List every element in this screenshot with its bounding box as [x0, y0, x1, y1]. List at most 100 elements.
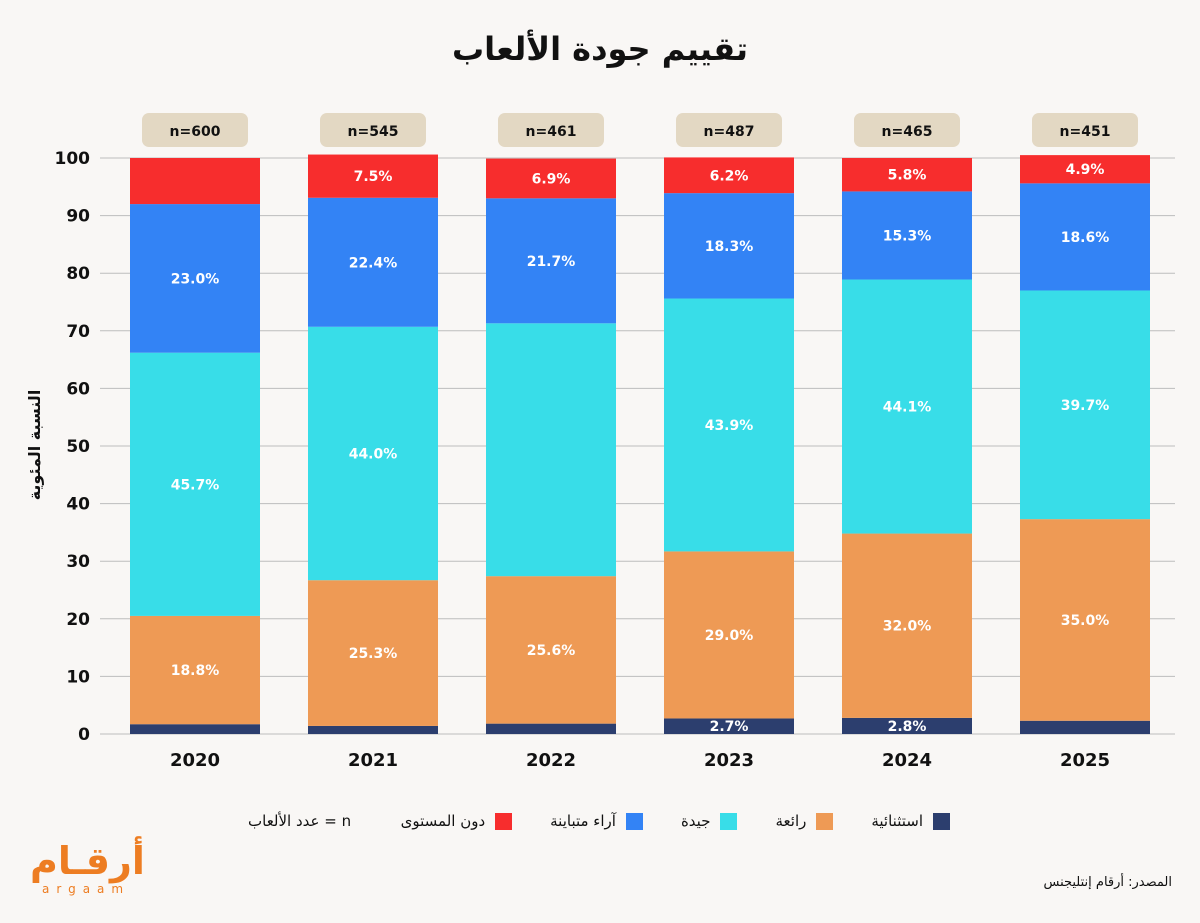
bar-segment [842, 191, 972, 280]
bar-segment [486, 723, 616, 734]
legend-label: استثنائية [871, 812, 923, 830]
data-label: 4.9% [1066, 162, 1105, 178]
data-label: 6.9% [532, 171, 571, 187]
bar-segment [664, 551, 794, 719]
y-tick-label: 100 [55, 149, 91, 169]
sample-size-badge [498, 113, 604, 147]
bar-segment [842, 279, 972, 534]
data-label: 43.9% [705, 418, 754, 434]
legend-swatch [625, 812, 643, 830]
bar-segment [486, 576, 616, 724]
y-tick-label: 40 [66, 495, 90, 515]
bar-segment [308, 725, 438, 734]
bar-segment [486, 158, 616, 199]
bar-segment [130, 724, 260, 734]
x-tick-label: 2025 [1060, 750, 1110, 771]
data-label: 18.6% [1061, 230, 1110, 246]
data-label: 29.0% [705, 628, 754, 644]
sample-size-badge [1032, 113, 1138, 147]
legend-swatch [720, 812, 738, 830]
stacked-bar-chart: 0 10 20 30 40 50 60 70 80 90 100 النسبة المئوية 18.8… [25, 113, 1175, 771]
bar-segment [308, 197, 438, 327]
bar-segment [130, 204, 260, 353]
legend-note: n = عدد الألعاب [248, 812, 352, 830]
logo-arabic-text: أرقـام [30, 839, 145, 883]
bar-segment [664, 157, 794, 194]
y-tick-label: 50 [66, 437, 90, 457]
legend-item: آراء متباينة [550, 812, 643, 830]
legend-item: استثنائية [871, 812, 950, 830]
x-tick-label: 2022 [526, 750, 576, 771]
bar-segment [308, 326, 438, 581]
sample-size-label: n=545 [348, 124, 399, 140]
data-label: 6.2% [710, 168, 749, 184]
bar-segment [842, 158, 972, 192]
sample-size-label: n=451 [1060, 124, 1111, 140]
data-label: 25.6% [527, 643, 576, 659]
bar-segment [130, 158, 260, 205]
bar-segment [486, 198, 616, 324]
bar-segment [486, 323, 616, 577]
bar-segment [130, 615, 260, 725]
legend-swatch [933, 812, 950, 830]
argaam-logo: أرقـام argaam [28, 838, 148, 910]
legend-item: رائعة [775, 812, 834, 830]
bar-segment [842, 533, 972, 718]
x-tick-label: 2024 [882, 750, 932, 771]
sample-size-badge [676, 113, 782, 147]
bar-segment [1020, 519, 1150, 721]
legend-swatch [495, 812, 513, 830]
data-label: 39.7% [1061, 398, 1110, 414]
legend-item: دون المستوى [401, 812, 513, 830]
bar-segment [664, 193, 794, 299]
bar-segment [308, 154, 438, 198]
sample-size-badge [320, 113, 426, 147]
y-tick-label: 60 [66, 379, 90, 399]
data-label: 18.3% [705, 239, 754, 255]
x-tick-label: 2023 [704, 750, 754, 771]
y-axis-label: النسبة المئوية [25, 390, 44, 501]
data-label: 7.5% [354, 169, 393, 185]
data-label: 2.7% [710, 719, 749, 735]
data-label: 35.0% [1061, 613, 1110, 629]
y-tick-label: 80 [66, 264, 90, 284]
x-tick-label: 2021 [348, 750, 398, 771]
sample-size-label: n=600 [170, 124, 221, 140]
legend-label: رائعة [775, 812, 807, 830]
sample-size-label: n=487 [704, 124, 755, 140]
legend-label: جيدة [680, 812, 711, 830]
data-label: 18.8% [171, 663, 220, 679]
x-tick-label: 2020 [170, 750, 220, 771]
legend-item: جيدة [681, 812, 738, 830]
data-label: 22.4% [349, 255, 398, 271]
data-label: 45.7% [171, 477, 220, 493]
data-label: 23.0% [171, 271, 220, 287]
bar-segment [664, 718, 794, 734]
bar-segment [1020, 290, 1150, 520]
y-tick-label: 0 [78, 725, 90, 745]
sample-size-label: n=465 [882, 124, 933, 140]
sample-size-badge [854, 113, 960, 147]
bar-segment [1020, 720, 1150, 734]
bar-segment [842, 717, 972, 734]
bar-segment [130, 352, 260, 616]
chart-title: تقييم جودة الألعاب [451, 30, 749, 68]
sample-size-label: n=461 [526, 124, 577, 140]
logo-latin-text: argaam [42, 882, 131, 896]
y-tick-label: 30 [66, 552, 90, 572]
data-label: 25.3% [349, 646, 398, 662]
data-label: 44.1% [883, 400, 932, 416]
data-label: 2.8% [888, 719, 927, 735]
bar-segment [1020, 155, 1150, 184]
sample-size-badge [142, 113, 248, 147]
legend-label: دون المستوى [400, 812, 486, 830]
data-label: 21.7% [527, 254, 576, 270]
y-tick-label: 10 [66, 667, 90, 687]
bar-segment [664, 298, 794, 552]
y-tick-label: 70 [66, 322, 90, 342]
data-label: 32.0% [883, 619, 932, 635]
data-label: 44.0% [349, 446, 398, 462]
legend-swatch [816, 812, 834, 830]
source-note: المصدر: أرقام إنتليجنس [1043, 875, 1173, 890]
y-tick-label: 90 [66, 207, 90, 227]
